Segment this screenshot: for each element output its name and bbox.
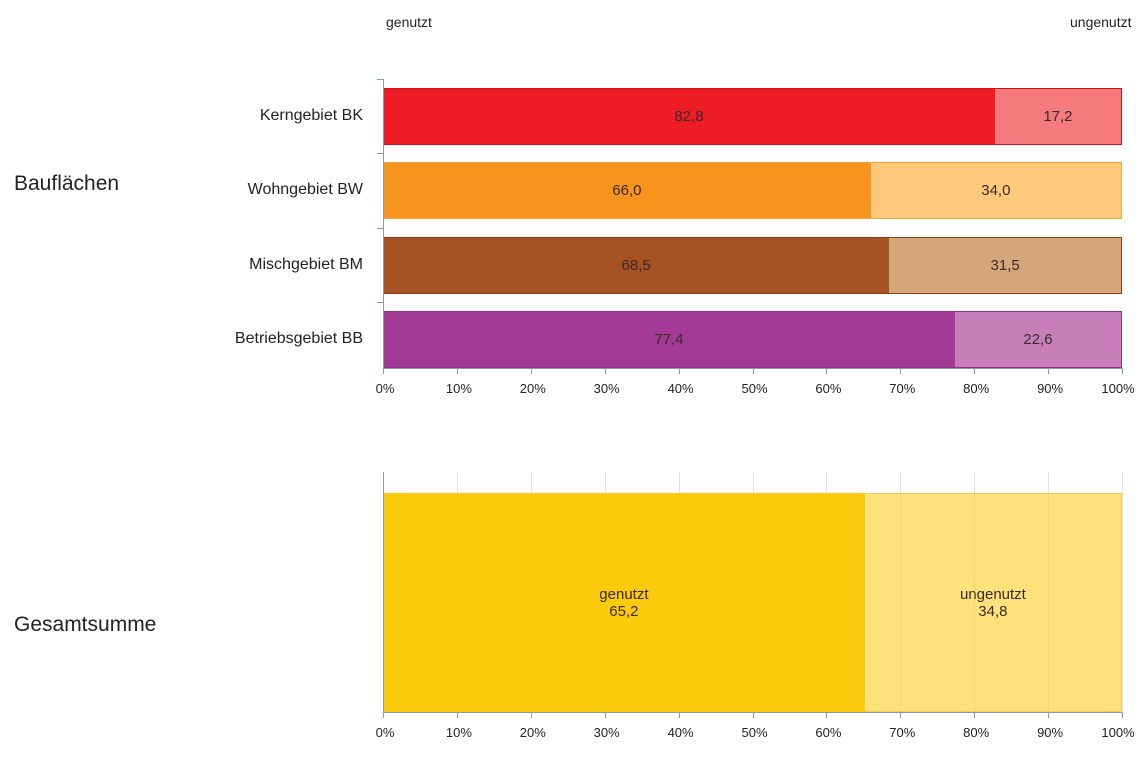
bottom-x-tick [1122,712,1123,718]
bottom-y-axis [383,472,384,712]
legend-label-genutzt: genutzt [386,14,432,30]
data-series-name-ungenutzt: ungenutzt [959,585,1026,603]
bar-ungenutzt: 22,6 [954,311,1122,368]
bar-ungenutzt: 34,0 [870,162,1122,219]
data-label-genutzt: 82,8 [674,108,704,125]
top-x-tick [753,368,754,374]
top-x-tick-label: 90% [1037,381,1064,396]
bar-genutzt: 77,4 [383,311,955,368]
bottom-x-tick [531,712,532,718]
top-x-tick-label: 100% [1101,381,1135,396]
top-x-tick-label: 40% [667,381,694,396]
bottom-x-tick-label: 30% [593,725,620,740]
bottom-x-tick-label: 90% [1037,725,1064,740]
data-label-ungenutzt: 31,5 [990,257,1020,274]
bottom-x-tick [457,712,458,718]
bar-ungenutzt: 31,5 [889,237,1122,294]
data-label-ungenutzt: 17,2 [1043,108,1073,125]
top-x-tick [1122,368,1123,374]
gridline-overlay [974,493,975,712]
gridline-overlay [1048,493,1049,712]
top-x-tick [826,368,827,374]
bottom-x-tick-label: 20% [519,725,546,740]
data-label-genutzt: 66,0 [612,182,642,199]
category-label: Mischgebiet BM [249,256,363,273]
bottom-x-tick-label: 0% [375,725,395,740]
bar-genutzt: 68,5 [383,237,890,294]
category-label: Wohngebiet BW [247,181,363,198]
top-x-tick-label: 20% [519,381,546,396]
bottom-x-tick-label: 10% [445,725,472,740]
data-series-name-genutzt: genutzt [599,585,649,603]
top-x-tick-label: 10% [445,381,472,396]
data-label-genutzt-total: 65,2 [609,602,639,620]
bottom-x-tick-label: 70% [889,725,916,740]
data-label-genutzt: 77,4 [654,331,684,348]
bar-ungenutzt: 17,2 [994,88,1122,145]
top-x-tick [974,368,975,374]
bar-genutzt-total: genutzt 65,2 [383,493,865,712]
group-label-bauflaechen: Bauflächen [14,172,120,195]
top-x-axis [383,368,1122,369]
group-label-gesamtsumme: Gesamtsumme [14,613,157,636]
bottom-x-axis [383,712,1122,713]
bar-genutzt: 66,0 [383,162,871,219]
top-x-tick-label: 80% [963,381,990,396]
bottom-x-tick [605,712,606,718]
top-x-tick-label: 30% [593,381,620,396]
bottom-x-tick-label: 60% [815,725,842,740]
bottom-x-tick [900,712,901,718]
bottom-x-tick [974,712,975,718]
top-x-tick [900,368,901,374]
top-x-tick [531,368,532,374]
legend-label-ungenutzt: ungenutzt [1070,14,1132,30]
bar-ungenutzt-total: ungenutzt 34,8 [864,493,1122,712]
top-x-tick [679,368,680,374]
bottom-x-tick [1048,712,1049,718]
bottom-x-tick-label: 100% [1101,725,1135,740]
data-label-ungenutzt: 22,6 [1023,331,1053,348]
category-label: Kerngebiet BK [259,107,363,124]
bottom-x-tick [679,712,680,718]
data-label-ungenutzt-total: 34,8 [978,602,1008,620]
data-label-ungenutzt: 34,0 [981,182,1011,199]
top-x-tick-label: 0% [375,381,395,396]
bottom-x-tick [826,712,827,718]
gridline-overlay [900,493,901,712]
top-x-tick-label: 60% [815,381,842,396]
gridline [1122,472,1123,712]
top-x-tick [383,368,384,374]
top-x-tick [605,368,606,374]
bottom-x-tick-label: 40% [667,725,694,740]
bottom-x-tick [383,712,384,718]
top-x-tick [1048,368,1049,374]
top-x-tick-label: 70% [889,381,916,396]
bottom-x-tick-label: 50% [741,725,768,740]
bar-genutzt: 82,8 [383,88,995,145]
top-x-tick-label: 50% [741,381,768,396]
bottom-x-tick-label: 80% [963,725,990,740]
category-label: Betriebsgebiet BB [234,330,363,347]
y-axis-tick [377,79,383,80]
data-label-genutzt: 68,5 [621,257,651,274]
bottom-x-tick [753,712,754,718]
top-y-axis [383,79,384,368]
top-x-tick [457,368,458,374]
y-axis-tick [377,153,383,154]
y-axis-tick [377,302,383,303]
y-axis-tick [377,228,383,229]
